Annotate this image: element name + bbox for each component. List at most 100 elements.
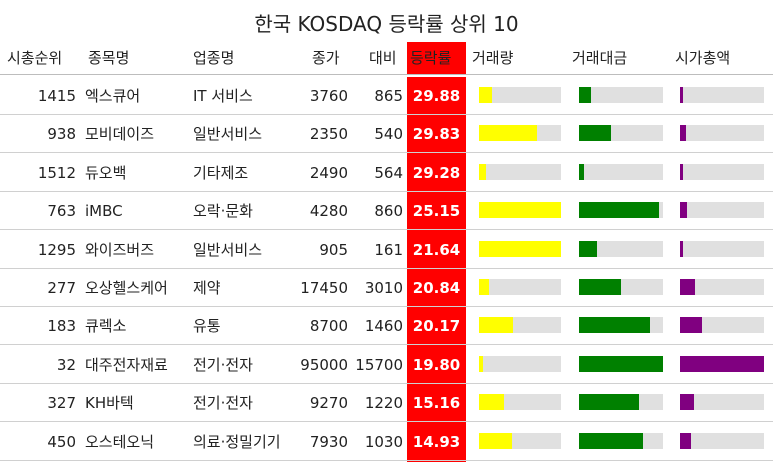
trade-value-bar-track — [579, 355, 663, 372]
cell-change: 1460 — [364, 317, 403, 336]
cell-rank: 183 — [47, 317, 76, 336]
market-cap-bar — [680, 355, 764, 372]
cell-sector: 일반서비스 — [193, 125, 263, 144]
cell-sector: 유통 — [193, 317, 221, 336]
cell-close: 95000 — [300, 355, 348, 374]
trade-value-bar-track — [579, 87, 663, 103]
market-cap-bar — [680, 432, 691, 449]
cell-sector: 의료·정밀기기 — [193, 432, 281, 451]
col-header-market-cap: 시가총액 — [675, 49, 731, 67]
cell-change: 865 — [374, 87, 403, 105]
table-row: 327 KH바텍 전기·전자 9270 1220 15.16 — [0, 384, 773, 424]
cell-change: 1220 — [364, 394, 403, 413]
cell-name: KH바텍 — [85, 394, 134, 413]
volume-bar — [479, 394, 504, 411]
col-header-change: 대비 — [369, 49, 397, 67]
cell-close: 3760 — [309, 87, 348, 105]
cell-name: 대주전자재료 — [85, 355, 168, 374]
cell-rate: 20.84 — [407, 269, 466, 308]
header-rule — [0, 74, 773, 75]
trade-value-bar-track — [579, 240, 663, 257]
col-header-rate: 등락률 — [410, 49, 452, 67]
col-header-close: 종가 — [312, 49, 340, 67]
col-header-trade-value: 거래대금 — [572, 49, 628, 67]
cell-change: 3010 — [364, 279, 403, 297]
market-cap-bar-track — [680, 279, 764, 295]
cell-change: 15700 — [355, 355, 403, 374]
cell-change: 540 — [374, 125, 403, 144]
trade-value-bar — [579, 432, 643, 449]
market-cap-bar — [680, 279, 695, 295]
cell-change: 860 — [374, 202, 403, 221]
volume-bar — [479, 432, 512, 449]
market-cap-bar-track — [680, 394, 764, 411]
cell-rate: 29.88 — [407, 77, 466, 116]
cell-rate: 20.17 — [407, 307, 466, 347]
volume-bar — [479, 125, 537, 142]
row-divider — [0, 152, 773, 154]
cell-rank: 1415 — [37, 87, 76, 105]
market-cap-bar — [680, 394, 694, 411]
cell-name: 모비데이즈 — [85, 125, 155, 144]
market-cap-bar — [680, 317, 702, 334]
cell-close: 905 — [319, 240, 348, 259]
row-divider — [0, 344, 773, 346]
row-divider — [0, 114, 773, 115]
col-header-volume: 거래량 — [472, 49, 514, 67]
volume-bar-track — [479, 87, 561, 103]
volume-bar — [479, 202, 561, 219]
volume-bar — [479, 163, 486, 180]
trade-value-bar — [579, 394, 639, 411]
cell-name: iMBC — [85, 202, 123, 221]
table-row: 32 대주전자재료 전기·전자 95000 15700 19.80 — [0, 345, 773, 385]
row-divider — [0, 459, 773, 461]
table-row: 938 모비데이즈 일반서비스 2350 540 29.83 — [0, 115, 773, 155]
volume-bar — [479, 317, 513, 334]
trade-value-bar-track — [579, 394, 663, 411]
trade-value-bar-track — [579, 432, 663, 449]
market-cap-bar-track — [680, 202, 764, 219]
market-cap-bar-track — [680, 125, 764, 142]
cell-name: 엑스큐어 — [85, 87, 141, 105]
cell-rank: 938 — [47, 125, 76, 144]
cell-name: 큐렉소 — [85, 317, 127, 336]
cell-rate: 14.93 — [407, 422, 466, 462]
volume-bar — [479, 279, 489, 295]
trade-value-bar — [579, 317, 650, 334]
volume-bar-track — [479, 317, 561, 334]
cell-rate: 19.80 — [407, 345, 466, 385]
volume-bar-track — [479, 240, 561, 257]
cell-name: 오스테오닉 — [85, 432, 155, 451]
cell-rank: 327 — [47, 394, 76, 413]
table-row: 1512 듀오백 기타제조 2490 564 29.28 — [0, 153, 773, 193]
cell-close: 2490 — [309, 163, 348, 182]
cell-rate: 29.83 — [407, 115, 466, 155]
market-cap-bar — [680, 202, 687, 219]
trade-value-bar-track — [579, 202, 663, 219]
trade-value-bar — [579, 163, 584, 180]
cell-name: 듀오백 — [85, 163, 127, 182]
volume-bar-track — [479, 355, 561, 372]
trade-value-bar-track — [579, 279, 663, 295]
cell-sector: IT 서비스 — [193, 87, 253, 105]
market-cap-bar-track — [680, 87, 764, 103]
col-header-name: 종목명 — [88, 49, 130, 67]
cell-sector: 일반서비스 — [193, 240, 263, 259]
market-cap-bar — [680, 125, 686, 142]
cell-rate: 29.28 — [407, 153, 466, 193]
trade-value-bar — [579, 240, 597, 257]
col-header-rank: 시총순위 — [7, 49, 63, 67]
volume-bar-track — [479, 394, 561, 411]
market-cap-bar-track — [680, 163, 764, 180]
cell-close: 4280 — [309, 202, 348, 221]
market-cap-bar — [680, 87, 683, 103]
cell-rate: 25.15 — [407, 192, 466, 232]
rate-column-header-bg — [407, 42, 466, 75]
volume-bar-track — [479, 279, 561, 295]
cell-rate: 15.16 — [407, 384, 466, 424]
volume-bar — [479, 355, 483, 372]
cell-sector: 전기·전자 — [193, 355, 253, 374]
volume-bar-track — [479, 432, 561, 449]
trade-value-bar — [579, 355, 663, 372]
cell-sector: 제약 — [193, 279, 221, 297]
